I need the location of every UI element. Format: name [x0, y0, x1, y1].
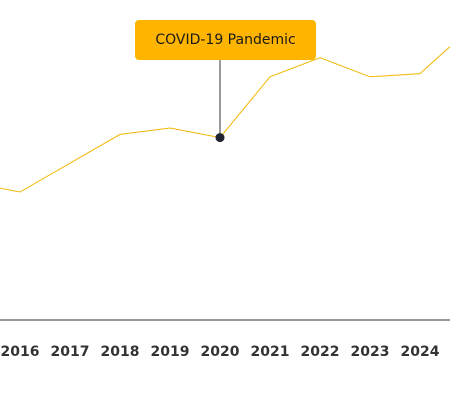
annotation-label: COVID-19 Pandemic	[155, 32, 296, 48]
x-tick-label-2021: 2021	[251, 344, 290, 360]
x-tick-label-2016: 2016	[1, 344, 40, 360]
annotation-callout: COVID-19 Pandemic	[135, 20, 316, 60]
x-tick-label-2018: 2018	[101, 344, 140, 360]
x-tick-labels: 2016 2017 2018 2019 2020 2021 2022 2023 2024	[1, 344, 440, 360]
annotation-connector-group	[215, 60, 225, 143]
x-tick-label-2020: 2020	[201, 344, 240, 360]
x-tick-label-2024: 2024	[401, 344, 440, 360]
x-tick-label-2022: 2022	[301, 344, 340, 360]
annotation-point-marker	[215, 133, 225, 143]
x-tick-label-2023: 2023	[351, 344, 390, 360]
x-tick-label-2019: 2019	[151, 344, 190, 360]
x-tick-label-2017: 2017	[51, 344, 90, 360]
